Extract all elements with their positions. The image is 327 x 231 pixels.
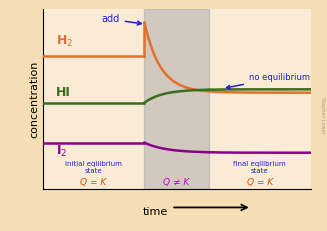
Text: add: add xyxy=(101,14,141,25)
Y-axis label: concentration: concentration xyxy=(30,61,40,138)
Text: Q = K: Q = K xyxy=(247,178,273,187)
Text: HI: HI xyxy=(56,86,71,99)
Text: final eqilibrium
state: final eqilibrium state xyxy=(233,161,286,174)
Text: Stephen Lower: Stephen Lower xyxy=(319,97,325,134)
Text: no equilibrium: no equilibrium xyxy=(227,73,310,89)
Text: time: time xyxy=(143,207,168,217)
Text: initial eqilibrium
state: initial eqilibrium state xyxy=(65,161,122,174)
Text: I$_2$: I$_2$ xyxy=(56,144,67,159)
Text: H$_2$: H$_2$ xyxy=(56,34,73,49)
Text: Q ≠ K: Q ≠ K xyxy=(164,178,190,187)
Text: Q = K: Q = K xyxy=(80,178,107,187)
Bar xyxy=(145,9,209,189)
